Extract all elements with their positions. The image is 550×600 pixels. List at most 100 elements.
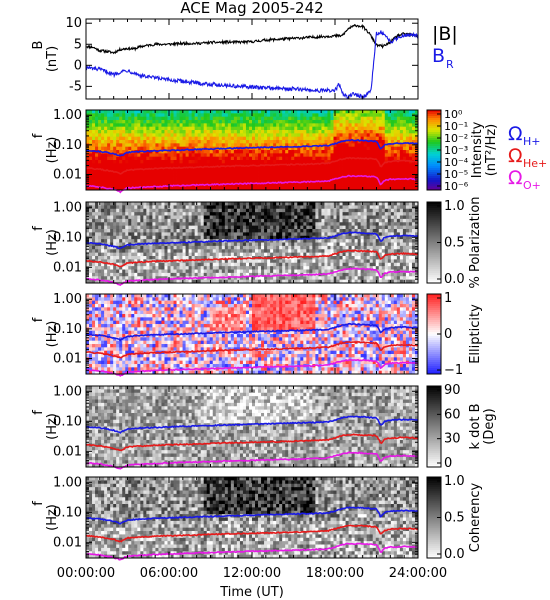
spectrogram-cell bbox=[158, 269, 162, 274]
colorbar-cell bbox=[427, 156, 441, 159]
spectrogram-cell bbox=[242, 136, 247, 141]
spectrogram-cell bbox=[119, 232, 123, 237]
spectrogram-cell bbox=[116, 222, 120, 227]
spectrogram-cell bbox=[372, 113, 377, 118]
spectrogram-cell bbox=[270, 180, 274, 184]
spectrogram-cell bbox=[89, 160, 93, 164]
spectrogram-cell bbox=[200, 269, 205, 274]
spectrogram-cell bbox=[282, 130, 286, 134]
colorbar-cell bbox=[427, 134, 441, 137]
spectrogram-cell bbox=[116, 183, 120, 188]
spectrogram-cell bbox=[360, 218, 365, 223]
spectrogram-cell bbox=[264, 212, 268, 216]
spectrogram-cell bbox=[342, 212, 346, 216]
spectrogram-cell bbox=[170, 245, 174, 250]
spectrogram-cell bbox=[89, 222, 93, 227]
spectrogram-cell bbox=[345, 205, 349, 210]
spectrogram-cell bbox=[128, 259, 132, 264]
spectrogram-cell bbox=[182, 239, 186, 243]
spectrogram-cell bbox=[372, 183, 377, 188]
spectrogram-cell bbox=[215, 113, 220, 118]
spectrogram-cell bbox=[107, 225, 111, 230]
spectrogram-cell bbox=[342, 276, 346, 281]
spectrogram-cell bbox=[270, 222, 274, 227]
spectrogram-cell bbox=[336, 133, 340, 138]
spectrogram-cell bbox=[101, 239, 105, 243]
spectrogram-cell bbox=[339, 173, 343, 178]
spectrogram-cell bbox=[288, 252, 292, 257]
spectrogram-cell bbox=[276, 215, 280, 220]
spectrogram-cell bbox=[384, 120, 389, 124]
spectrogram-cell bbox=[170, 153, 174, 158]
spectrogram-cell bbox=[387, 150, 392, 154]
spectrogram-cell bbox=[176, 208, 180, 213]
spectrogram-cell bbox=[101, 225, 105, 230]
spectrogram-cell bbox=[297, 249, 301, 254]
spectrogram-cell bbox=[131, 156, 135, 161]
spectrogram-cell bbox=[158, 180, 162, 184]
spectrogram-cell bbox=[402, 136, 407, 141]
spectrogram-cell bbox=[224, 166, 229, 171]
spectrogram-cell bbox=[110, 269, 114, 274]
spectrogram-cell bbox=[252, 143, 256, 148]
spectrogram-cell bbox=[345, 146, 349, 151]
spectrogram-cell bbox=[173, 123, 177, 128]
spectrogram-cell bbox=[176, 130, 180, 134]
spectrogram-cell bbox=[333, 256, 337, 260]
spectrogram-cell bbox=[212, 150, 217, 154]
spectrogram-cell bbox=[330, 239, 334, 243]
spectrogram-cell bbox=[297, 113, 301, 118]
spectrogram-cell bbox=[113, 235, 117, 240]
spectrogram-cell bbox=[291, 208, 295, 213]
spectrogram-cell bbox=[230, 235, 235, 240]
spectrogram-cell bbox=[197, 173, 202, 178]
spectrogram-cell bbox=[354, 140, 359, 144]
spectrogram-cell bbox=[203, 252, 208, 257]
spectrogram-cell bbox=[384, 183, 389, 188]
colorbar-cell bbox=[427, 128, 441, 131]
spectrogram-cell bbox=[206, 180, 211, 184]
spectrogram-cell bbox=[113, 183, 117, 188]
spectrogram-cell bbox=[384, 170, 389, 174]
spectrogram-cell bbox=[306, 136, 310, 141]
spectrogram-cell bbox=[342, 143, 346, 148]
spectrogram-cell bbox=[357, 215, 362, 220]
spectrogram-cell bbox=[152, 153, 156, 158]
spectrogram-cell bbox=[414, 146, 419, 151]
spectrogram-cell bbox=[98, 235, 102, 240]
colorbar-cell bbox=[427, 118, 441, 121]
spectrogram-cell bbox=[95, 110, 99, 114]
spectrogram-cell bbox=[366, 130, 371, 134]
spectrogram-cell bbox=[104, 173, 108, 178]
spectrogram-cell bbox=[345, 186, 349, 191]
spectrogram-cell bbox=[360, 176, 365, 181]
spectrogram-cell bbox=[261, 235, 265, 240]
spectrogram-cell bbox=[173, 215, 177, 220]
spectrogram-cell bbox=[297, 222, 301, 227]
spectrogram-cell bbox=[98, 266, 102, 270]
spectrogram-cell bbox=[399, 130, 404, 134]
spectrogram-cell bbox=[239, 130, 244, 134]
spectrogram-cell bbox=[252, 279, 256, 284]
spectrogram-cell bbox=[357, 266, 362, 270]
spectrogram-cell bbox=[230, 116, 235, 121]
spectrogram-cell bbox=[110, 183, 114, 188]
spectrogram-cell bbox=[137, 113, 141, 118]
spectrogram-cell bbox=[236, 266, 241, 270]
spectrogram-cell bbox=[339, 156, 343, 161]
spectrogram-cell bbox=[357, 222, 362, 227]
spectrogram-cell bbox=[191, 156, 196, 161]
spectrogram-cell bbox=[239, 123, 244, 128]
spectrogram-cell bbox=[191, 262, 196, 267]
spectrogram-cell bbox=[327, 272, 331, 277]
spectrogram-cell bbox=[104, 262, 108, 267]
spectrogram-cell bbox=[414, 183, 419, 188]
spectrogram-cell bbox=[203, 215, 208, 220]
spectrogram-cell bbox=[146, 279, 150, 284]
spectrogram-cell bbox=[188, 153, 193, 158]
spectrogram-cell bbox=[122, 256, 126, 260]
spectrogram-cell bbox=[107, 269, 111, 274]
spectrogram-cell bbox=[215, 173, 220, 178]
spectrogram-cell bbox=[191, 222, 196, 227]
spectrogram-cell bbox=[357, 150, 362, 154]
